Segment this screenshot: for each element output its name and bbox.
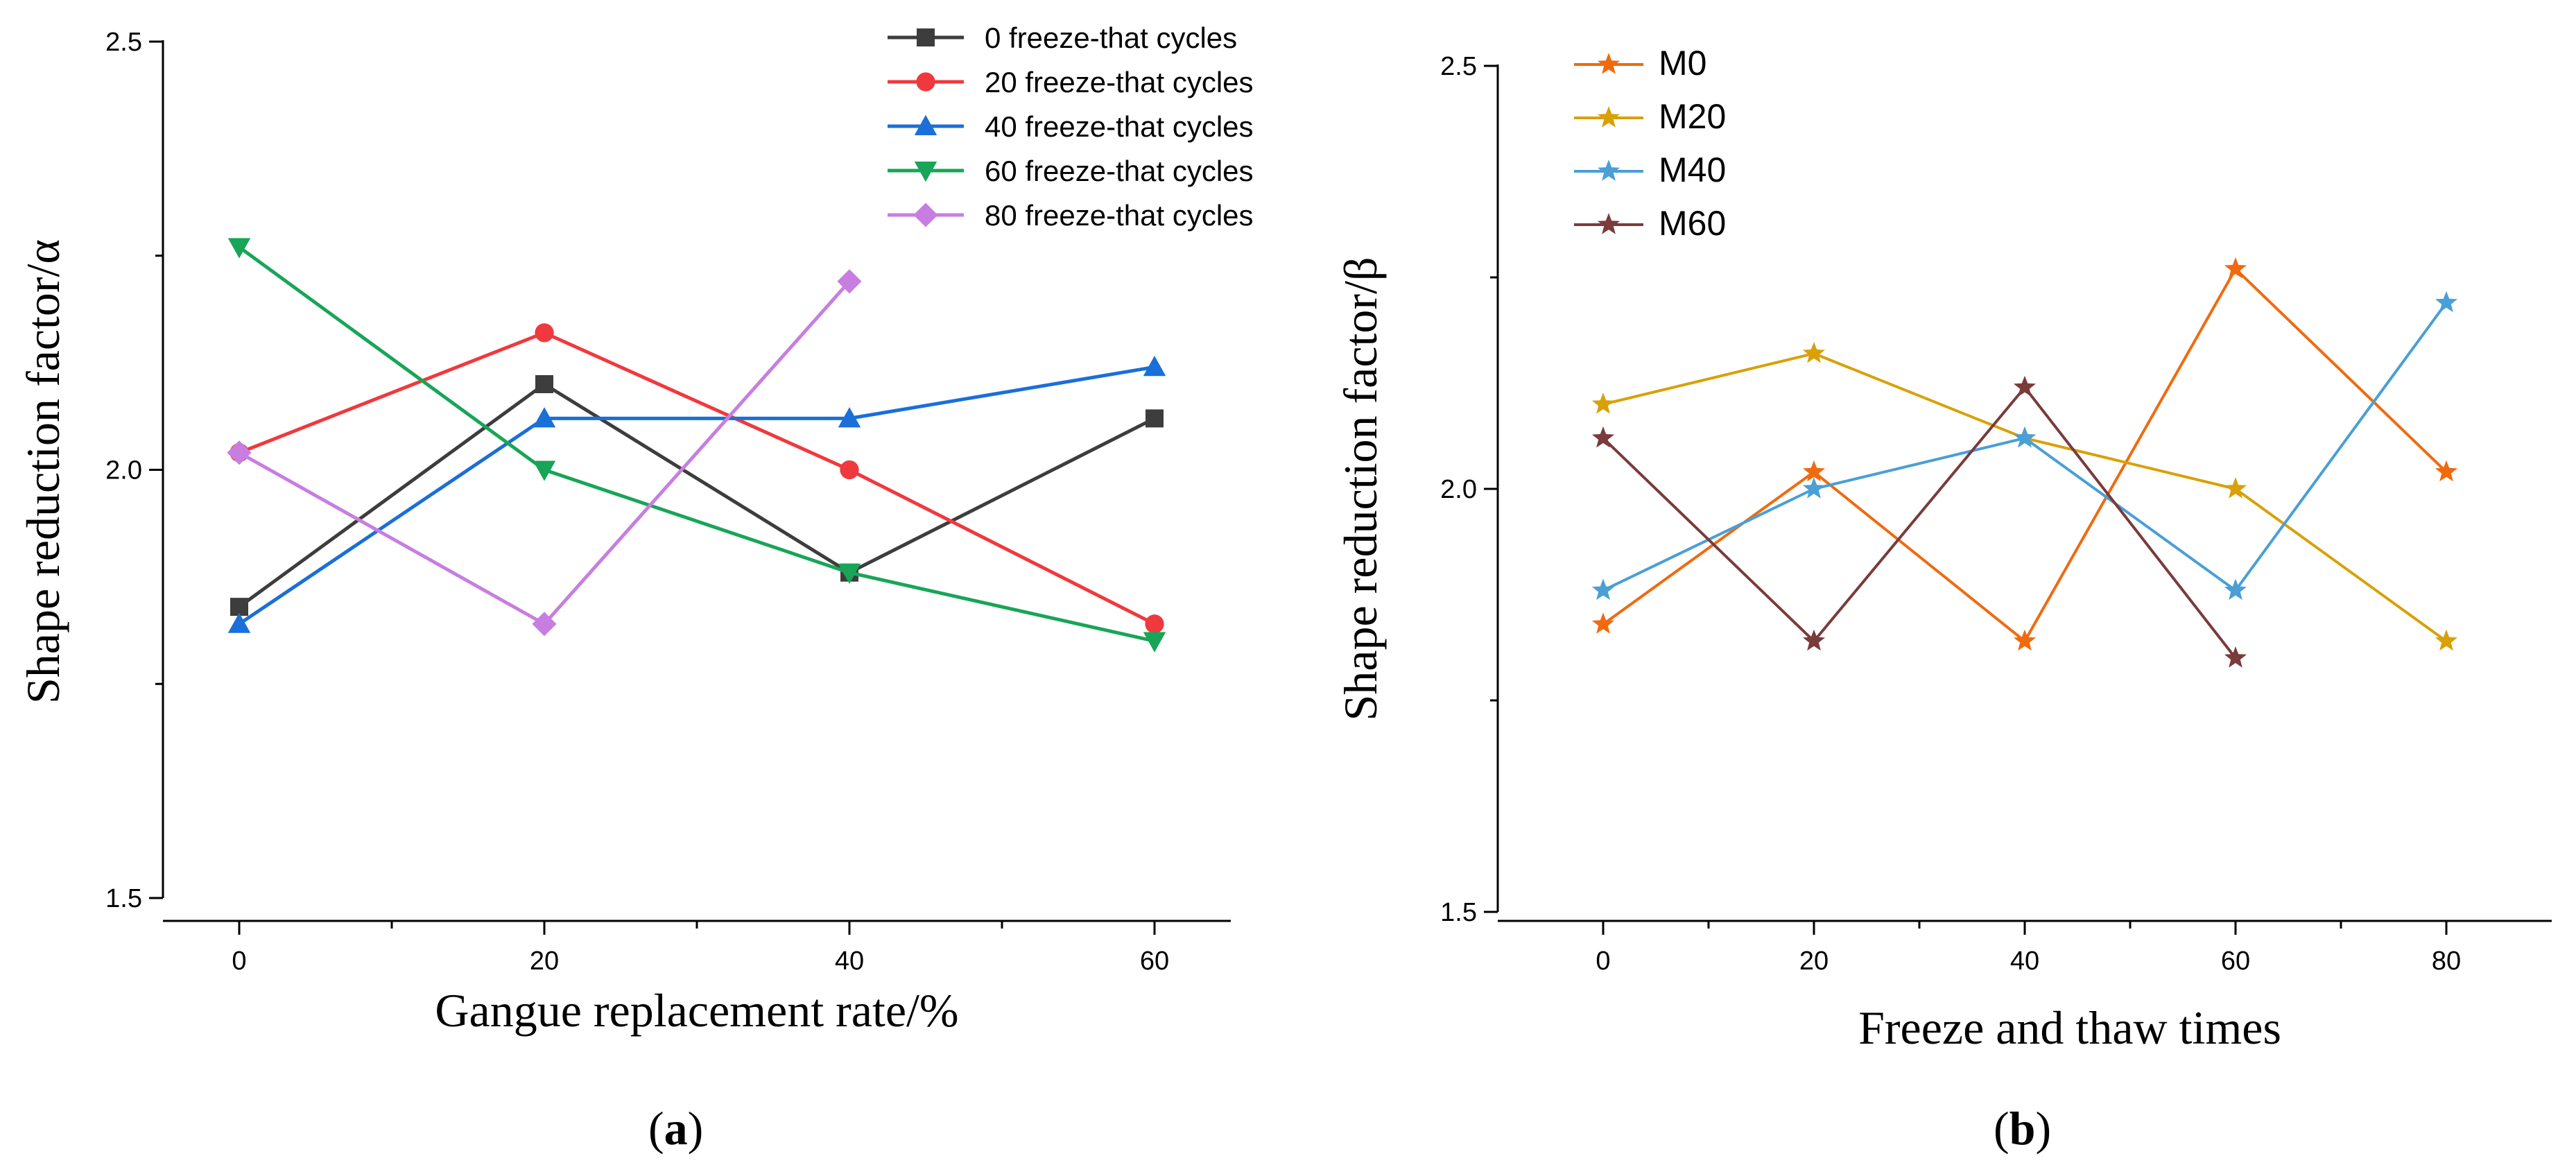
data-point: [1143, 356, 1166, 377]
panel-b: 1.5 2.0 2.5 0 20 40 60 80 Shape reduction factor…: [1334, 44, 2552, 1155]
data-point: [2013, 629, 2037, 651]
data-point: [1802, 629, 1826, 651]
legend-marker: [1597, 213, 1620, 234]
series-line: [1602, 352, 2448, 643]
data-point: [1145, 614, 1164, 634]
panel-caption: (b): [1994, 1102, 2051, 1155]
data-point: [2435, 460, 2458, 482]
x-tick-label: 20: [1799, 947, 1829, 976]
series-line: [238, 365, 1155, 625]
data-point: [227, 238, 251, 259]
data-point: [2013, 426, 2037, 448]
data-point: [2224, 578, 2247, 601]
legend-label: M0: [1659, 44, 1706, 83]
series-line: [1602, 267, 2448, 643]
x-tick-label: 0: [232, 947, 246, 976]
data-point: [1591, 612, 1615, 634]
data-point: [1591, 578, 1615, 601]
x-tick-label: 40: [835, 947, 864, 976]
series-m60: [1591, 375, 2247, 668]
data-point: [1591, 426, 1615, 448]
data-point: [227, 612, 251, 633]
legend: M0 M20 M40 M60: [1574, 44, 1726, 243]
y-tick-label: 2.0: [105, 456, 142, 485]
series-40-freeze-that-cycles: [227, 356, 1166, 633]
x-axis-title: Freeze and thaw times: [1858, 1001, 2281, 1054]
legend-label: 0 freeze-that cycles: [985, 21, 1237, 54]
data-point: [2224, 257, 2247, 279]
series-80-freeze-that-cycles: [227, 269, 862, 637]
legend-marker: [1597, 106, 1620, 128]
data-point: [227, 440, 252, 465]
x-tick-label: 20: [530, 947, 559, 976]
series-60-freeze-that-cycles: [227, 238, 1166, 653]
data-point: [1802, 341, 1826, 363]
y-tick-label: 1.5: [1440, 898, 1477, 927]
x-tick-label: 60: [1140, 947, 1169, 976]
data-point: [840, 460, 859, 480]
y-axis-title: Shape reduction factor/α: [17, 239, 69, 704]
legend-marker: [1597, 53, 1620, 74]
legend-label: M20: [1659, 97, 1726, 136]
y-tick-label: 2.5: [105, 28, 142, 57]
series-m0: [1591, 257, 2458, 651]
data-point: [1143, 632, 1166, 653]
legend-marker: [1597, 159, 1620, 181]
legend-marker: [913, 202, 938, 227]
data-point: [2224, 477, 2247, 499]
data-point: [837, 269, 862, 294]
x-tick-label: 0: [1596, 947, 1610, 976]
series-line: [1602, 386, 2237, 659]
y-axis-title: Shape reduction factor/β: [1334, 257, 1387, 720]
data-point: [2013, 375, 2037, 397]
legend-label: M60: [1659, 204, 1726, 243]
data-point: [1802, 460, 1826, 482]
data-point: [533, 407, 556, 428]
legend-label: 20 freeze-that cycles: [985, 66, 1254, 98]
legend-label: M40: [1659, 150, 1726, 189]
panel-caption: (a): [648, 1102, 703, 1155]
series-line: [238, 245, 1155, 643]
data-point: [1591, 392, 1615, 414]
legend-label: 40 freeze-that cycles: [985, 110, 1254, 143]
data-point: [2435, 629, 2458, 651]
data-point: [838, 563, 861, 584]
x-tick-label: 60: [2221, 947, 2250, 976]
legend-marker: [914, 162, 937, 182]
panel-a: 1.5 2.0 2.5 0 20 40 60 Shape reduction factor/α…: [17, 21, 1254, 1155]
x-tick-label: 40: [2010, 947, 2039, 976]
x-axis-title: Gangue replacement rate/%: [435, 984, 958, 1037]
data-point: [2224, 646, 2247, 668]
data-point: [535, 375, 553, 393]
x-tick-label: 80: [2432, 947, 2461, 976]
series-line: [1602, 302, 2448, 592]
data-point: [1146, 409, 1164, 428]
legend-marker: [914, 114, 937, 135]
legend-marker: [917, 28, 935, 46]
data-point: [838, 407, 861, 428]
data-point: [533, 460, 556, 481]
legend-marker: [916, 72, 935, 92]
series-0-freeze-that-cycles: [230, 375, 1164, 616]
data-point: [535, 323, 554, 343]
y-tick-label: 2.5: [1440, 52, 1477, 81]
y-tick-label: 2.0: [1440, 475, 1477, 504]
series-line: [239, 331, 1156, 626]
y-tick-label: 1.5: [105, 884, 142, 913]
series-line: [238, 382, 1156, 609]
series-m40: [1591, 291, 2458, 601]
data-point: [532, 612, 557, 637]
legend-label: 80 freeze-that cycles: [985, 199, 1254, 232]
legend: 0 freeze-that cycles 20 freeze-that cycle…: [888, 21, 1254, 232]
legend-label: 60 freeze-that cycles: [985, 155, 1254, 187]
data-point: [1802, 477, 1826, 499]
data-point: [2435, 291, 2458, 313]
